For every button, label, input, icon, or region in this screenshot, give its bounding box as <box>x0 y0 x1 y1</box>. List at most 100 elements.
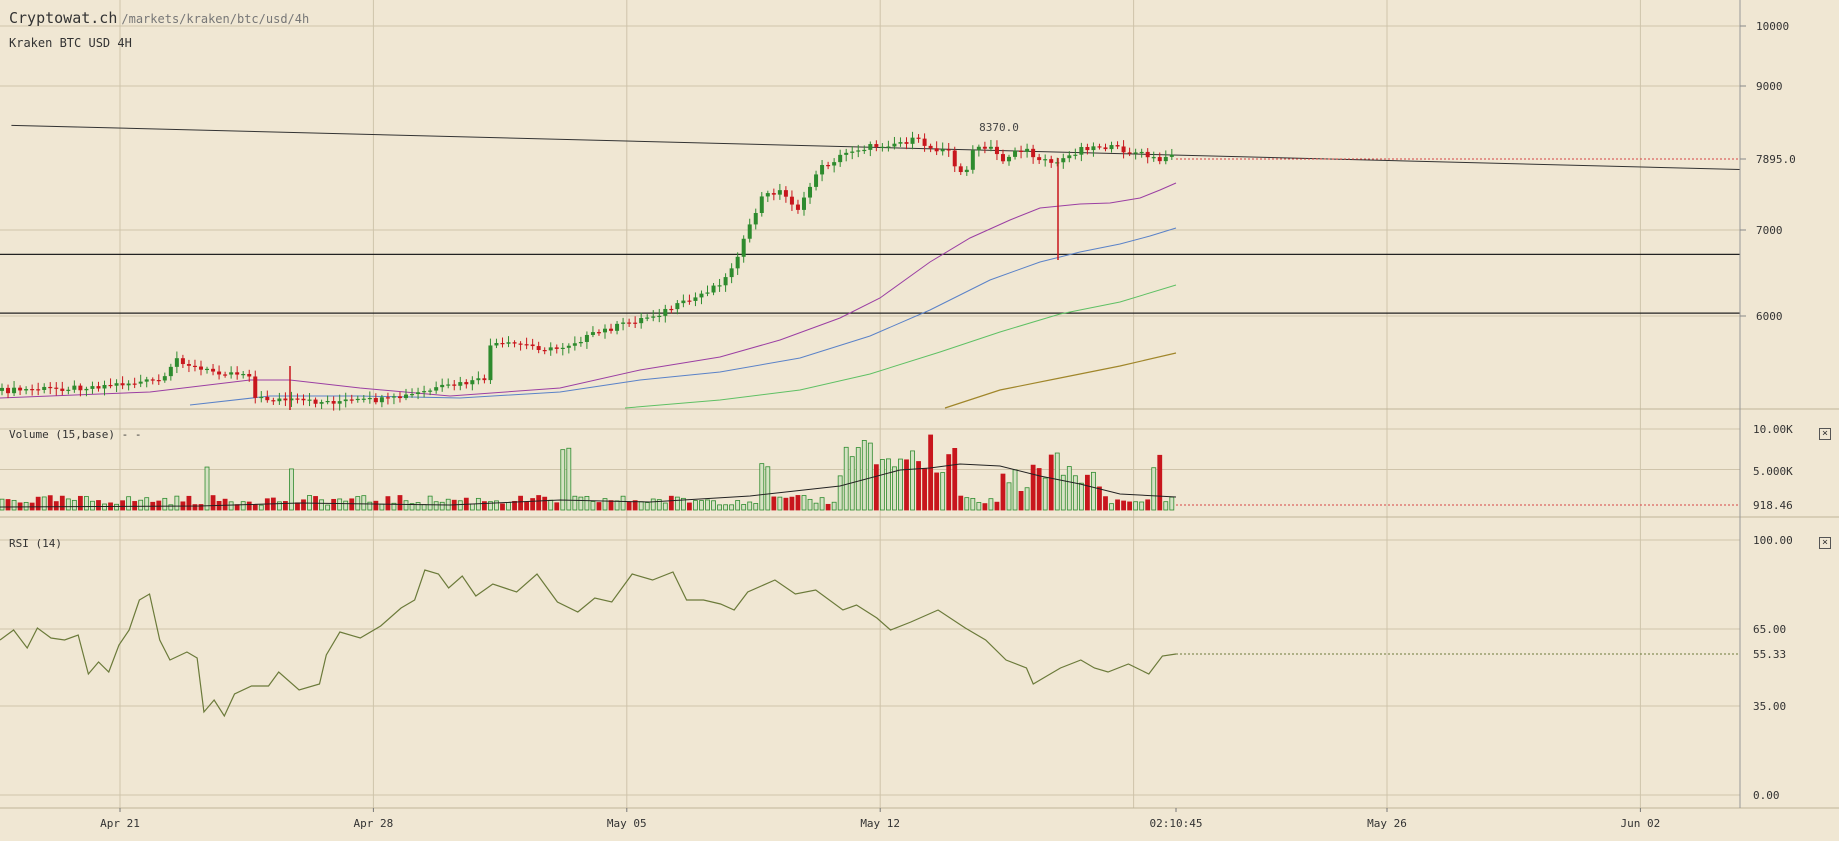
candle-body <box>554 347 559 349</box>
candle-body <box>150 379 155 381</box>
candle-body <box>108 384 113 387</box>
candle-body <box>1013 150 1018 157</box>
volume-bar <box>1127 501 1133 511</box>
candle-body <box>1073 154 1078 156</box>
volume-bar <box>240 501 246 511</box>
volume-bar <box>831 501 837 511</box>
volume-bar <box>11 499 17 511</box>
volume-bar <box>620 495 626 511</box>
candle-body <box>265 396 270 401</box>
candle-body <box>343 399 348 402</box>
candle-body <box>1169 154 1174 157</box>
candle-body <box>482 378 487 381</box>
candle-body <box>30 389 35 391</box>
time-axis-label: May 12 <box>860 817 900 830</box>
volume-bar <box>596 502 602 511</box>
candle-body <box>518 343 523 345</box>
volume-tick-label: 5.000K <box>1753 465 1793 478</box>
volume-bar <box>331 498 337 511</box>
volume-bar <box>916 461 921 511</box>
rsi-tick-label: 55.33 <box>1753 648 1786 661</box>
volume-bar <box>542 496 548 511</box>
volume-bar <box>457 500 463 511</box>
volume-bar <box>879 459 885 511</box>
candlestick-series <box>0 131 1174 411</box>
candle-body <box>132 383 137 385</box>
candle-body <box>542 350 547 352</box>
candle-body <box>783 190 788 197</box>
volume-bar <box>638 501 644 511</box>
volume-average-line <box>0 463 1177 508</box>
candle-body <box>832 162 837 166</box>
volume-bar <box>699 500 704 511</box>
volume-bar <box>71 499 77 511</box>
volume-bar <box>1024 487 1030 511</box>
rsi-close-icon[interactable]: × <box>1819 537 1831 549</box>
volume-bar <box>174 495 180 511</box>
volume-bar <box>536 495 542 511</box>
candle-body <box>319 402 324 404</box>
candle-body <box>940 149 945 152</box>
rsi-tick-label: 65.00 <box>1753 623 1786 636</box>
volume-bar <box>337 498 343 511</box>
volume-bar <box>198 504 204 511</box>
volume-bar <box>548 499 554 511</box>
price-tick-label: 10000 <box>1756 20 1789 33</box>
candle-body <box>590 332 595 335</box>
volume-bar <box>77 495 83 511</box>
time-axis-label: Apr 21 <box>100 817 140 830</box>
volume-bar <box>934 472 940 511</box>
volume-bar <box>952 448 958 511</box>
candle-body <box>84 388 89 391</box>
candle-body <box>1103 147 1108 150</box>
volume-close-icon[interactable]: × <box>1819 428 1831 440</box>
candle-body <box>120 383 125 386</box>
candle-body <box>506 342 511 344</box>
candle-body <box>96 386 101 389</box>
candle-body <box>789 196 794 205</box>
candle-body <box>687 300 692 302</box>
volume-bar <box>783 497 789 511</box>
rsi-tick-label: 100.00 <box>1753 534 1793 547</box>
volume-bar <box>258 504 264 511</box>
candle-body <box>488 345 493 381</box>
volume-bar <box>1163 501 1169 511</box>
volume-bar <box>759 463 765 511</box>
volume-bar <box>276 501 282 511</box>
candle-body <box>385 397 390 399</box>
volume-bar <box>192 504 198 511</box>
candle-body <box>1061 158 1066 163</box>
volume-bar <box>210 495 216 511</box>
candle-body <box>192 365 197 368</box>
rsi-line <box>0 569 1177 718</box>
volume-bar <box>741 504 747 511</box>
candle-body <box>826 165 831 167</box>
volume-bar <box>373 500 379 511</box>
candle-body <box>42 386 47 390</box>
volume-bar <box>126 496 132 511</box>
candle-body <box>615 323 620 331</box>
candle-body <box>1037 157 1042 161</box>
candle-body <box>253 376 258 398</box>
site-name[interactable]: Cryptowat.ch <box>9 9 118 27</box>
volume-bar <box>1030 464 1036 511</box>
candle-body <box>988 146 993 149</box>
volume-bar <box>584 495 590 511</box>
candle-body <box>753 212 758 225</box>
volume-bar <box>23 501 29 511</box>
candle-body <box>1115 145 1120 147</box>
volume-bar <box>349 498 355 511</box>
volume-bar <box>674 496 680 511</box>
candle-body <box>1007 156 1012 162</box>
volume-bar <box>789 496 795 511</box>
volume-bar <box>765 466 771 511</box>
volume-bar <box>168 504 174 511</box>
rsi-tick-label: 0.00 <box>1753 789 1780 802</box>
volume-bar <box>35 496 41 511</box>
volume-bar <box>964 497 970 511</box>
candle-body <box>144 379 149 382</box>
candle-body <box>416 392 421 395</box>
candle-body <box>174 358 179 367</box>
